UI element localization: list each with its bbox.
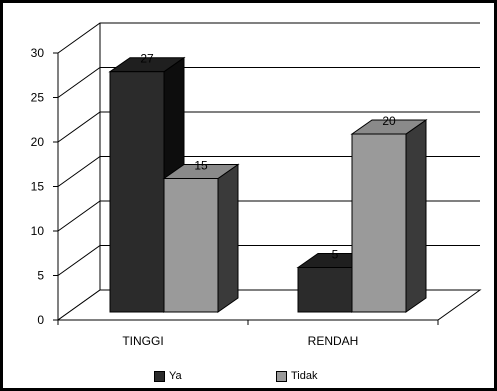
legend: Ya Tidak (0, 370, 497, 386)
data-label: 27 (140, 52, 154, 66)
y-tick-label: 0 (37, 313, 44, 327)
y-tick-label: 10 (31, 224, 45, 238)
legend-swatch (276, 370, 287, 382)
bar-front (351, 133, 407, 313)
data-label: 5 (332, 248, 339, 262)
y-tick-label: 25 (31, 91, 45, 105)
legend-item-tidak: Tidak (276, 370, 318, 382)
legend-label: Tidak (291, 370, 318, 382)
y-tick-label: 5 (37, 269, 44, 283)
bar-layer (108, 56, 428, 313)
bar-front (163, 178, 219, 313)
y-tick-label: 15 (31, 180, 45, 194)
label-layer: 0 5 10 15 20 25 30 27 15 TINGGI 5 20 RENDAH (31, 46, 396, 348)
legend-swatch (154, 370, 165, 382)
legend-item-ya: Ya (154, 370, 182, 382)
data-label: 20 (382, 114, 396, 128)
bar-front (109, 71, 165, 313)
bar-tidak-rendah (350, 119, 428, 313)
y-tick-label: 30 (31, 46, 45, 60)
y-tick-label: 20 (31, 135, 45, 149)
gridline (57, 22, 480, 54)
x-category-label: RENDAH (308, 334, 359, 348)
legend-label: Ya (169, 370, 182, 382)
x-category-label: TINGGI (122, 334, 163, 348)
bar-tidak-tinggi (162, 163, 240, 313)
bar-front (297, 267, 353, 313)
bar-side (405, 119, 427, 313)
data-label: 15 (194, 159, 208, 173)
bar-side (217, 163, 239, 313)
